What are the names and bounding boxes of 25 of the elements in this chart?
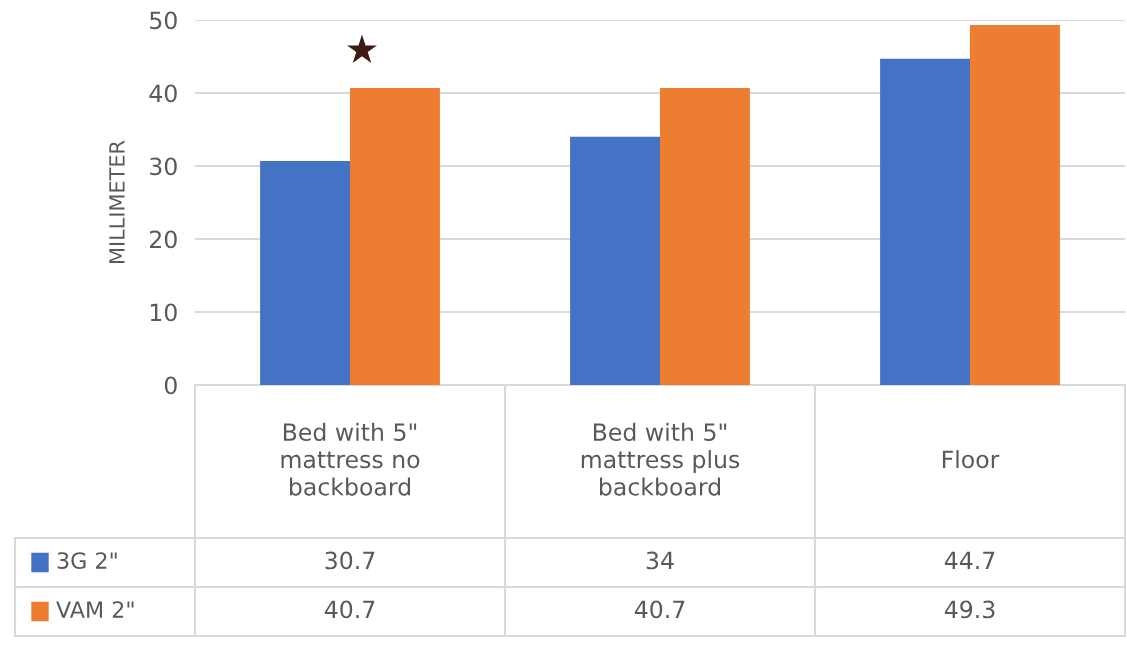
- bar: [660, 87, 750, 385]
- bar: [970, 25, 1060, 385]
- bar: [350, 87, 440, 385]
- legend-label: 3G 2": [57, 552, 117, 569]
- data-label: 49.3: [944, 600, 995, 619]
- y-tick-label: 40: [149, 84, 177, 103]
- y-tick-label: 20: [150, 230, 177, 249]
- data-label: 40.7: [324, 600, 375, 619]
- x-tick-label: Bed with 5" mattress plus backboard: [581, 422, 740, 496]
- y-tick-label: 30: [150, 157, 177, 176]
- y-tick-label: 0: [164, 376, 177, 395]
- x-tick-label: Bed with 5" mattress no backboard: [281, 422, 420, 496]
- data-label: 44.7: [944, 551, 995, 570]
- bar: [880, 58, 970, 385]
- y-axis-title: MILLIMETER: [109, 140, 125, 263]
- annotation: ★: [347, 34, 377, 63]
- x-tick-label: Floor: [942, 450, 1000, 469]
- data-label: 40.7: [634, 600, 685, 619]
- legend-label: VAM 2": [56, 601, 134, 618]
- data-label: 30.7: [325, 551, 375, 570]
- bar: [260, 160, 350, 385]
- y-tick-label: 10: [150, 303, 177, 322]
- y-tick-label: 50: [150, 11, 177, 30]
- data-label: 34: [646, 551, 674, 570]
- bar: [570, 136, 660, 385]
